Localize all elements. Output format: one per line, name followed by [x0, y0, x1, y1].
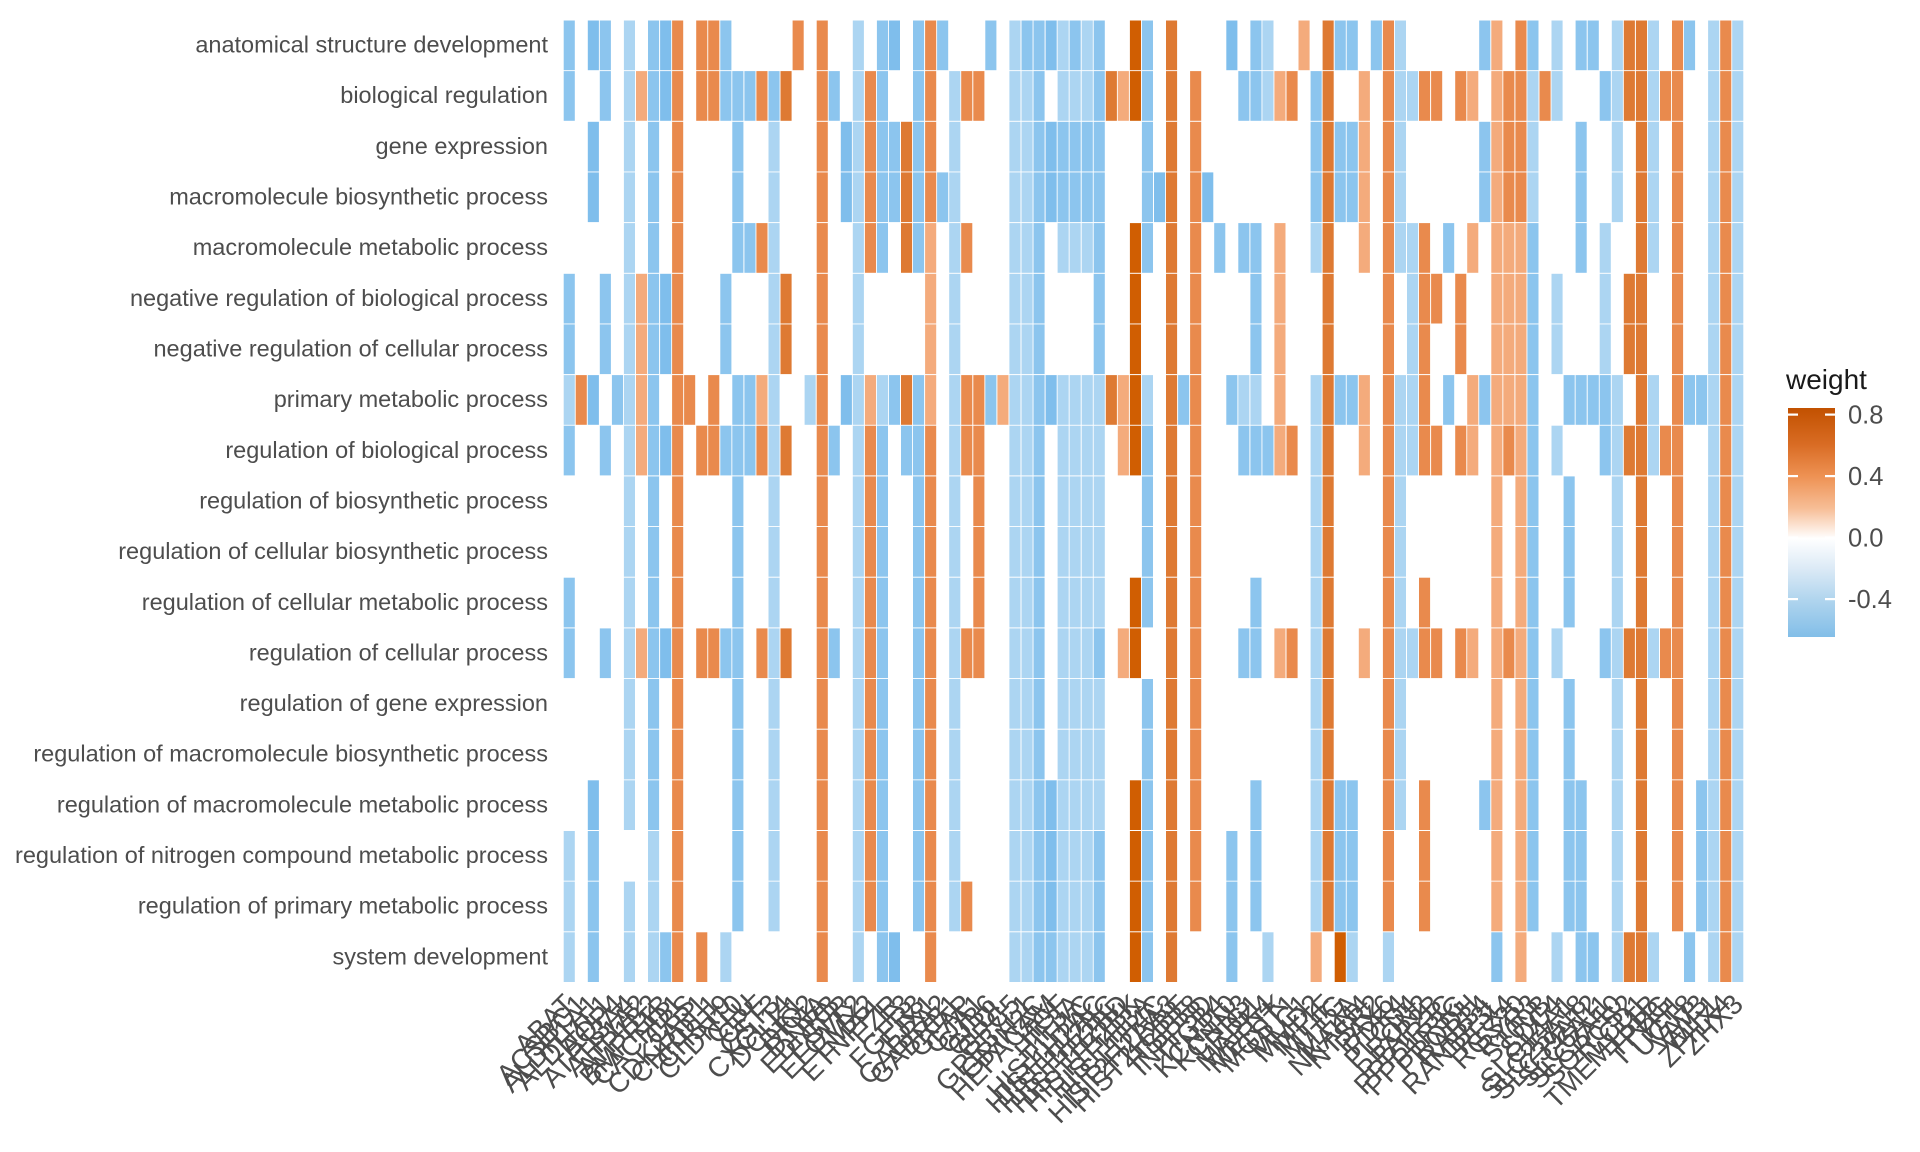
svg-text:primary metabolic process: primary metabolic process	[274, 386, 548, 412]
svg-text:regulation of nitrogen compoun: regulation of nitrogen compound metaboli…	[15, 842, 548, 868]
svg-text:0.0: 0.0	[1848, 525, 1883, 553]
svg-text:regulation of cellular process: regulation of cellular process	[249, 639, 548, 665]
svg-text:regulation of biosynthetic pro: regulation of biosynthetic process	[199, 487, 548, 513]
svg-text:anatomical structure developme: anatomical structure development	[195, 32, 548, 58]
svg-text:0.8: 0.8	[1848, 402, 1883, 430]
svg-text:macromolecule metabolic proces: macromolecule metabolic process	[193, 234, 548, 260]
svg-text:regulation of gene expression: regulation of gene expression	[240, 690, 548, 716]
svg-text:gene expression: gene expression	[376, 133, 548, 159]
svg-text:regulation of cellular biosynt: regulation of cellular biosynthetic proc…	[118, 538, 548, 564]
svg-text:-0.4: -0.4	[1848, 586, 1892, 614]
svg-text:regulation of primary metaboli: regulation of primary metabolic process	[138, 893, 548, 919]
svg-text:regulation of macromolecule me: regulation of macromolecule metabolic pr…	[57, 791, 548, 817]
svg-text:negative regulation of biologi: negative regulation of biological proces…	[130, 285, 548, 311]
svg-text:weight: weight	[1785, 364, 1867, 395]
svg-text:macromolecule biosynthetic pro: macromolecule biosynthetic process	[169, 184, 548, 210]
svg-text:regulation of cellular metabol: regulation of cellular metabolic process	[142, 589, 548, 615]
svg-text:regulation of macromolecule bi: regulation of macromolecule biosynthetic…	[33, 741, 548, 767]
svg-text:0.4: 0.4	[1848, 463, 1883, 491]
svg-text:system development: system development	[332, 943, 548, 969]
svg-text:negative regulation of cellula: negative regulation of cellular process	[153, 336, 548, 362]
svg-text:regulation of biological proce: regulation of biological process	[225, 437, 548, 463]
svg-text:biological regulation: biological regulation	[340, 82, 548, 108]
